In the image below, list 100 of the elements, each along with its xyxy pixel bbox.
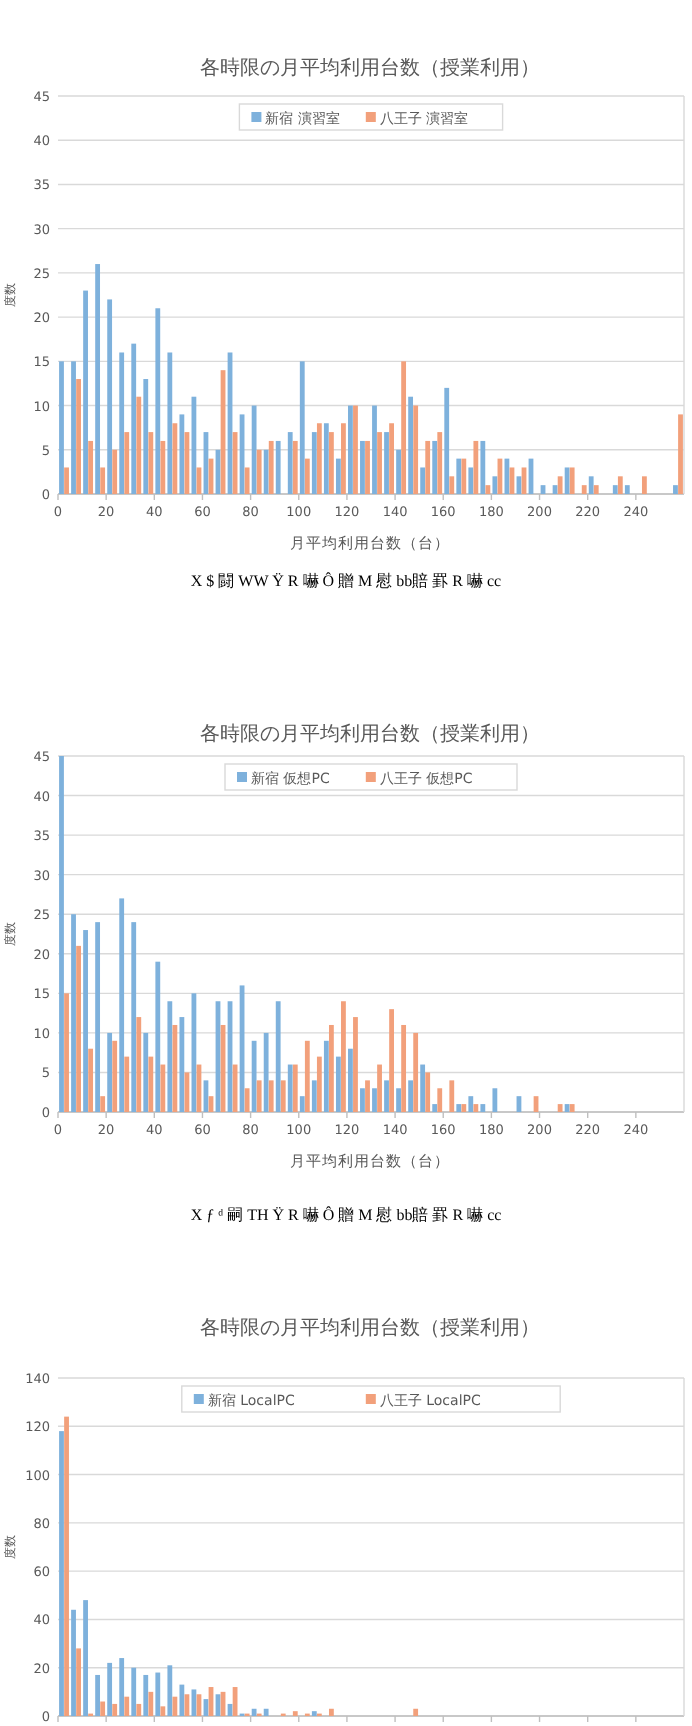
bar [112, 449, 118, 494]
bar [136, 1017, 142, 1112]
bar [124, 1696, 130, 1716]
bar [95, 922, 101, 1112]
bar [328, 432, 334, 494]
bar [179, 1017, 185, 1112]
bar [76, 379, 81, 494]
bar [119, 898, 125, 1112]
bar [280, 1080, 286, 1112]
bar [384, 432, 389, 494]
bar [365, 440, 370, 494]
bar [143, 1674, 149, 1716]
bar [112, 1040, 118, 1112]
bar [569, 467, 575, 494]
bar [678, 414, 683, 494]
bar [461, 458, 467, 494]
bar [485, 485, 491, 494]
bar [673, 485, 678, 494]
bar [268, 1080, 274, 1112]
bar [360, 1088, 365, 1112]
bar [432, 1104, 438, 1112]
bar [437, 1088, 443, 1112]
bar [316, 1056, 322, 1112]
bar [148, 432, 154, 494]
bar [564, 467, 570, 494]
bar [71, 914, 76, 1112]
bar [492, 476, 498, 494]
bar [59, 756, 64, 1112]
chart-title: 各時限の月平均利用台数（授業利用） [200, 1316, 540, 1340]
bar [148, 1691, 154, 1716]
bar [449, 476, 455, 494]
bar [167, 352, 173, 494]
bar [160, 1064, 166, 1112]
bar [413, 1032, 419, 1112]
bar [304, 1040, 310, 1112]
bar [353, 1017, 358, 1112]
bar [167, 1001, 173, 1112]
bar [396, 1088, 401, 1112]
bar [263, 1032, 269, 1112]
bar [311, 1080, 317, 1112]
bar [107, 1662, 113, 1716]
bar [64, 467, 69, 494]
bar [480, 440, 486, 494]
bar [179, 1684, 185, 1716]
bar [83, 290, 88, 494]
bar [292, 440, 298, 494]
bar [335, 458, 341, 494]
bar [143, 1032, 149, 1112]
bar [155, 308, 161, 494]
bar [437, 432, 443, 494]
bar [251, 1040, 257, 1112]
bar [172, 423, 178, 494]
bar [449, 1080, 455, 1112]
bar [468, 467, 474, 494]
bar [372, 1088, 377, 1112]
bar [256, 449, 262, 494]
bar [160, 440, 166, 494]
bar [100, 467, 106, 494]
bar [136, 1703, 142, 1716]
bar [316, 423, 322, 494]
bar [155, 1672, 161, 1716]
bar [341, 423, 346, 494]
bar [256, 1080, 262, 1112]
bar [124, 1056, 130, 1112]
bar [100, 1096, 106, 1112]
bar [304, 458, 310, 494]
bar [76, 945, 81, 1112]
bar [131, 1667, 137, 1716]
bar [287, 432, 293, 494]
bar [456, 458, 462, 494]
bar [384, 1080, 389, 1112]
bar [311, 432, 317, 494]
bar [413, 1708, 419, 1716]
bar [396, 449, 401, 494]
bar [557, 476, 563, 494]
bar [244, 467, 250, 494]
bar [365, 1080, 370, 1112]
bar [348, 405, 353, 494]
bar [59, 1431, 64, 1716]
bar [408, 396, 414, 494]
bar [251, 1708, 257, 1716]
text: X ƒ ᵈ 嗣 TH Ÿ R 嚇 Ô 贈 M 慰 bb賠 罫 R 嚇 cc [190, 1206, 503, 1224]
chart-title: 各時限の月平均利用台数（授業利用） [200, 722, 540, 746]
bar [64, 993, 69, 1112]
bar [377, 1064, 382, 1112]
bar [348, 1048, 353, 1112]
bar [299, 1096, 305, 1112]
bar [64, 1416, 69, 1716]
bar [328, 1708, 334, 1716]
bar [593, 485, 599, 494]
bar [413, 405, 419, 494]
bar [323, 1040, 329, 1112]
bar [179, 414, 185, 494]
text: X $ 闘 WW Ÿ R 嚇 Ô 贈 M 慰 bb賠 罫 R 嚇 cc [190, 572, 503, 590]
chart-title: 各時限の月平均利用台数（授業利用） [200, 56, 540, 80]
bar [160, 1706, 166, 1716]
bar [612, 485, 618, 494]
bar [323, 423, 329, 494]
bar [299, 361, 305, 494]
bar [172, 1024, 178, 1112]
